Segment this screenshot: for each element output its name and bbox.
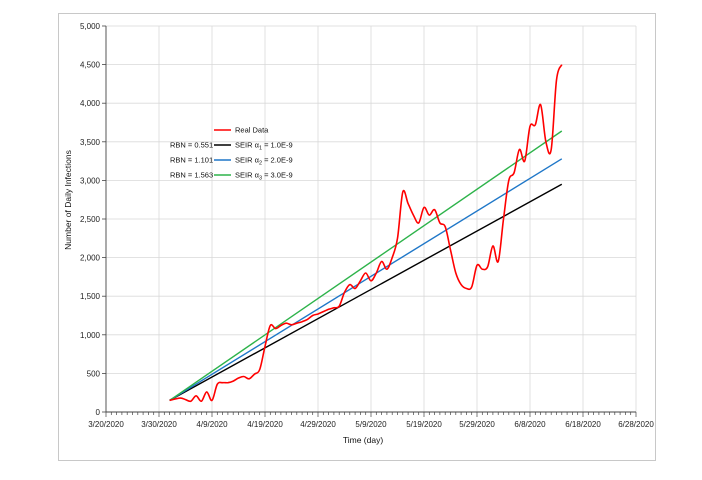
x-tick-label: 4/19/2020 (247, 420, 283, 429)
series-layer (169, 64, 563, 403)
legend-rbn-label: RBN = 1.563 (170, 171, 213, 180)
legend-label: Real Data (235, 126, 269, 135)
legend-label: SEIR α2 = 2.0E-9 (235, 156, 293, 167)
y-tick-label: 3,500 (80, 138, 101, 147)
series-line-real-data (169, 64, 563, 403)
x-tick-label: 6/18/2020 (565, 420, 601, 429)
x-tick-label: 6/8/2020 (514, 420, 546, 429)
y-tick-label: 5,000 (80, 22, 101, 31)
y-axis-title: Number of Daily Infections (63, 150, 73, 250)
legend-label: SEIR α1 = 1.0E-9 (235, 141, 293, 152)
x-tick-label: 4/29/2020 (300, 420, 336, 429)
y-tick-label: 3,000 (80, 176, 101, 185)
y-tick-label: 4,500 (80, 61, 101, 70)
axes: 0 500 1,000 1,500 2,000 2,500 3,000 3,500 4,000 4… (80, 22, 654, 429)
x-tick-label: 5/9/2020 (355, 420, 387, 429)
y-tick-label: 0 (96, 408, 101, 417)
x-tick-label: 6/28/2020 (618, 420, 654, 429)
series-line-seir-1 (169, 183, 563, 402)
legend-label: SEIR α3 = 3.0E-9 (235, 171, 293, 182)
x-tick-label: 5/19/2020 (406, 420, 442, 429)
y-tick-label: 2,000 (80, 254, 101, 263)
y-tick-label: 500 (87, 369, 101, 378)
y-tick-label: 2,500 (80, 215, 101, 224)
x-axis-title: Time (day) (343, 435, 383, 445)
x-tick-label: 3/30/2020 (141, 420, 177, 429)
y-tick-label: 1,000 (80, 331, 101, 340)
series-line-seir-3 (169, 130, 563, 401)
x-tick-label: 5/29/2020 (459, 420, 495, 429)
y-tick-label: 4,000 (80, 99, 101, 108)
legend-rbn-label: RBN = 0.551 (170, 141, 213, 150)
x-tick-label: 3/20/2020 (88, 420, 124, 429)
series-line-seir-2 (169, 158, 563, 401)
legend-rbn-label: RBN = 1.101 (170, 156, 213, 165)
y-tick-label: 1,500 (80, 292, 101, 301)
grid (106, 25, 637, 412)
x-tick-label: 4/9/2020 (196, 420, 228, 429)
legend: Real Data SEIR α1 = 1.0E-9 RBN = 0.551 SEIR… (170, 126, 293, 182)
chart-frame (58, 13, 656, 461)
